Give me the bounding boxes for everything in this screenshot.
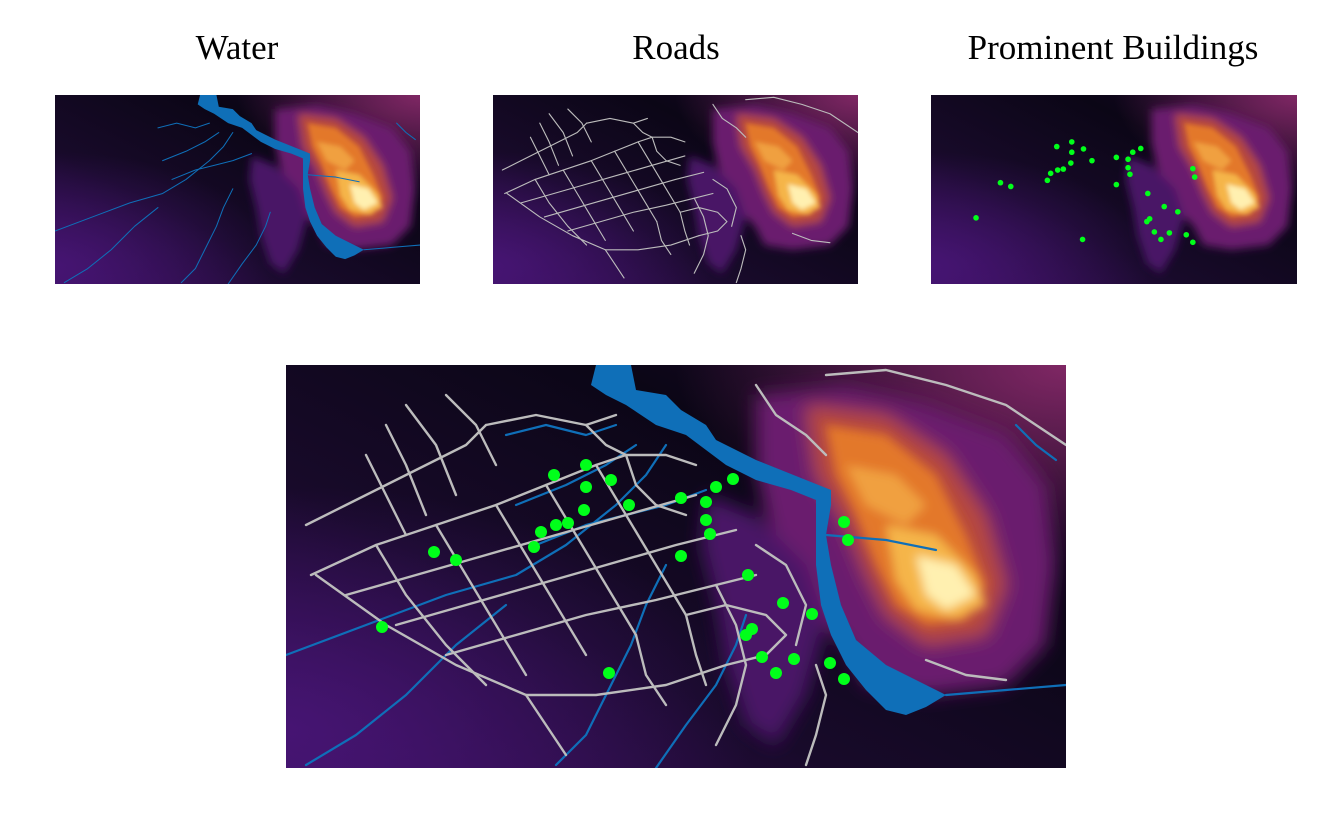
buildings-panel-title: Prominent Buildings (967, 28, 1259, 67)
combined-map (286, 365, 1066, 768)
water-panel-title: Water (195, 28, 279, 67)
roads-panel-title: Roads (632, 28, 720, 67)
water-map (55, 95, 420, 284)
roads-map (493, 95, 858, 284)
buildings-map (931, 95, 1297, 284)
